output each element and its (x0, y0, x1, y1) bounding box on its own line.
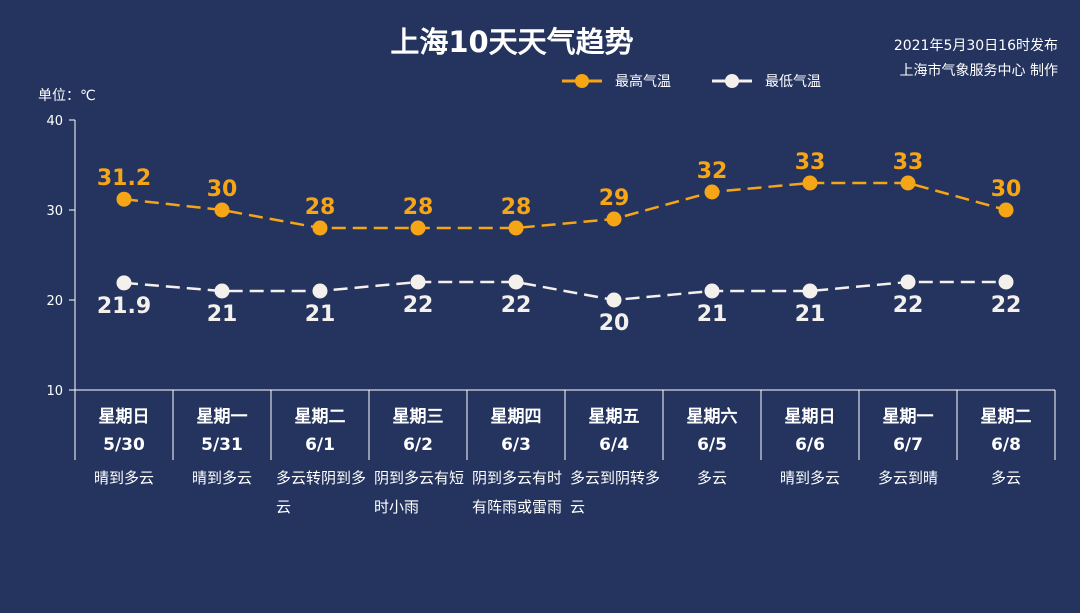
legend-marker (725, 74, 739, 88)
data-label: 33 (795, 150, 826, 175)
series-layer: 31.2 30 28 28 28 29 32 33 33 30 21.9 21 21 22 22 20 21 21… (97, 150, 1021, 336)
data-point (312, 283, 328, 299)
day-label: 星期五 (589, 407, 640, 427)
data-label: 33 (893, 150, 924, 175)
weather-desc: 阴到多云有时有阵雨或雷雨 (472, 469, 562, 516)
legend-label: 最低气温 (765, 74, 821, 90)
weather-desc: 多云 (697, 469, 727, 487)
y-tick-label: 20 (46, 294, 63, 309)
data-label: 32 (697, 159, 728, 184)
data-label: 22 (403, 293, 434, 318)
unit-label: 单位：℃ (38, 88, 96, 104)
data-label: 21 (697, 302, 728, 327)
data-label: 28 (403, 195, 434, 220)
data-label: 22 (991, 293, 1022, 318)
date-label: 6/5 (697, 435, 727, 455)
day-label: 星期二 (295, 407, 346, 427)
date-label: 6/4 (599, 435, 629, 455)
producer-credit: 上海市气象服务中心 制作 (900, 62, 1058, 79)
day-label: 星期日 (99, 407, 150, 427)
data-point (214, 202, 230, 218)
data-point (802, 175, 818, 191)
data-label: 21.9 (97, 294, 151, 319)
date-label: 6/7 (893, 435, 923, 455)
weather-desc: 阴到多云有短时小雨 (374, 469, 464, 516)
weather-desc: 多云到晴 (878, 469, 938, 487)
data-point (998, 274, 1014, 290)
date-label: 6/2 (403, 435, 433, 455)
day-label: 星期二 (981, 407, 1032, 427)
data-point (606, 211, 622, 227)
chart-title: 上海10天天气趋势 (390, 25, 633, 59)
data-point (116, 191, 132, 207)
data-point (312, 220, 328, 236)
y-tick-label: 10 (46, 384, 63, 399)
data-point (508, 274, 524, 290)
data-label: 30 (991, 177, 1022, 202)
data-label: 28 (501, 195, 532, 220)
day-label: 星期一 (197, 407, 248, 427)
weather-desc: 晴到多云 (192, 469, 252, 487)
day-label: 星期四 (491, 407, 542, 427)
data-label: 20 (599, 311, 630, 336)
data-point (900, 175, 916, 191)
date-label: 5/31 (201, 435, 243, 455)
data-point (802, 283, 818, 299)
weather-desc: 晴到多云 (94, 469, 154, 487)
legend-label: 最高气温 (615, 73, 671, 90)
y-tick-label: 30 (46, 204, 63, 219)
data-label: 22 (501, 293, 532, 318)
data-label: 21 (795, 302, 826, 327)
data-point (410, 220, 426, 236)
weather-desc: 多云转阴到多云 (276, 469, 366, 516)
data-point (214, 283, 230, 299)
weather-desc: 多云 (991, 469, 1021, 487)
legend-marker (575, 74, 589, 88)
date-label: 6/6 (795, 435, 825, 455)
data-point (900, 274, 916, 290)
data-label: 21 (305, 302, 336, 327)
data-point (998, 202, 1014, 218)
weather-desc: 晴到多云 (780, 469, 840, 487)
data-point (606, 292, 622, 308)
axes: 10 20 30 40 (46, 114, 1055, 399)
day-label: 星期三 (393, 407, 444, 427)
date-label: 6/8 (991, 435, 1021, 455)
data-point (410, 274, 426, 290)
series-line-1 (123, 280, 1006, 302)
date-label: 6/1 (305, 435, 335, 455)
forecast-table: 星期日 5/30 晴到多云 星期一 5/31 晴到多云 星期二 6/1 多云转阴到多云 星期三 6/… (74, 390, 1056, 516)
data-label: 29 (599, 186, 630, 211)
data-label: 30 (207, 177, 238, 202)
day-label: 星期日 (785, 407, 836, 427)
data-point (508, 220, 524, 236)
data-label: 31.2 (97, 166, 151, 191)
data-point (116, 275, 132, 291)
y-tick-label: 40 (46, 114, 63, 129)
issued-time: 2021年5月30日16时发布 (894, 38, 1058, 54)
day-label: 星期六 (687, 406, 738, 427)
date-label: 6/3 (501, 435, 531, 455)
data-label: 22 (893, 293, 924, 318)
series-line-0 (123, 181, 1007, 230)
data-label: 21 (207, 302, 238, 327)
weather-desc: 多云到阴转多云 (570, 469, 660, 516)
data-point (704, 184, 720, 200)
legend: 最高气温 最低气温 (562, 73, 821, 90)
day-label: 星期一 (883, 407, 934, 427)
date-label: 5/30 (103, 435, 145, 455)
data-point (704, 283, 720, 299)
data-label: 28 (305, 195, 336, 220)
